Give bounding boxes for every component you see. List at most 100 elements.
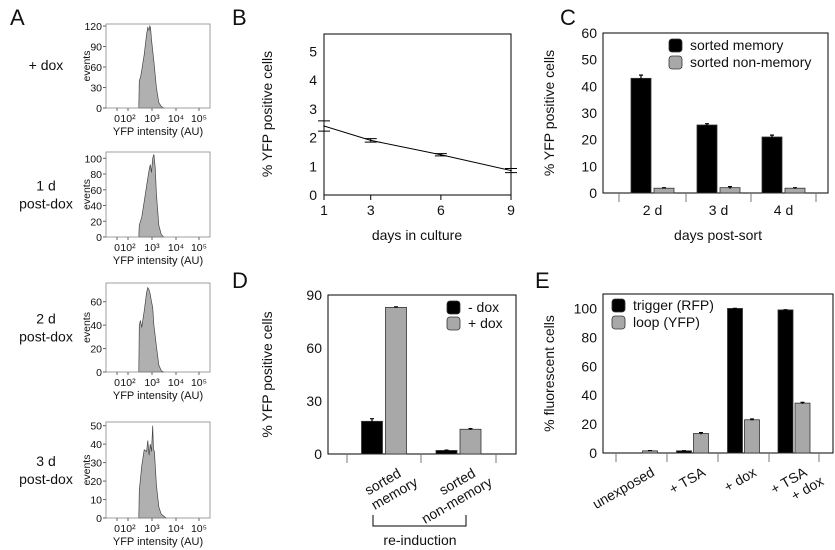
plot-frame xyxy=(323,33,512,196)
category-label-line: + dox xyxy=(721,464,759,495)
error-bar xyxy=(705,123,709,127)
y-tick-label: 60 xyxy=(90,62,102,74)
x-tick-label: 0 xyxy=(114,242,120,254)
x-tick-label: 10⁴ xyxy=(168,523,184,535)
y-tick-label: 30 xyxy=(90,458,102,470)
condition-label: post-dox xyxy=(19,196,73,212)
bar-trigger-rfp- xyxy=(727,308,743,454)
y-tick-label: 5 xyxy=(309,43,317,59)
y-axis-label: events xyxy=(81,51,93,82)
x-axis-label: YFP intensity (AU) xyxy=(113,536,203,548)
y-tick-label: 30 xyxy=(90,83,102,95)
bar-sorted-memory xyxy=(630,77,652,194)
legend-swatch xyxy=(446,300,461,315)
y-tick-label: 3 xyxy=(309,101,317,117)
y-tick-label: 0 xyxy=(96,513,102,525)
x-tick-label: 6 xyxy=(437,202,445,218)
x-tick-label: 10³ xyxy=(144,377,160,389)
y-tick-label: 0 xyxy=(589,185,597,201)
histogram-area xyxy=(138,425,168,519)
reinduction-bracket xyxy=(372,515,467,527)
error-bar xyxy=(800,401,805,404)
x-axis-label: days post-sort xyxy=(674,227,762,243)
category-label: 4 d xyxy=(774,202,793,218)
error-bar xyxy=(468,427,473,430)
x-tick-label: 10² xyxy=(120,377,136,389)
y-tick-label: 10 xyxy=(90,495,102,507)
bar-loop-yfp- xyxy=(744,419,760,454)
bar-sorted-non-memory xyxy=(653,187,675,194)
category-label: 2 d xyxy=(643,202,662,218)
x-tick-label: 10⁵ xyxy=(191,377,207,389)
y-tick-label: 60 xyxy=(306,340,322,356)
legend-label: + dox xyxy=(468,315,503,331)
x-tick-label: 0 xyxy=(114,377,120,389)
condition-label: post-dox xyxy=(19,471,73,487)
y-tick-label: 60 xyxy=(90,185,102,197)
data-point xyxy=(510,169,512,172)
y-tick-label: 90 xyxy=(90,42,102,54)
bar--dox xyxy=(459,428,482,455)
bar--dox xyxy=(385,306,407,455)
condition-label: + dox xyxy=(29,57,64,73)
bar-loop-yfp- xyxy=(693,433,709,454)
error-bar xyxy=(370,418,374,424)
category-label-line: unexposed xyxy=(590,464,657,512)
x-tick-label: 0 xyxy=(114,523,120,535)
legend-label: sorted memory xyxy=(690,37,783,53)
x-axis-label: YFP intensity (AU) xyxy=(113,255,203,267)
condition-label: 2 d xyxy=(36,311,55,327)
y-tick-label: 20 xyxy=(581,132,597,148)
x-axis-label: YFP intensity (AU) xyxy=(113,126,203,138)
error-bar xyxy=(394,306,398,308)
bar-loop-yfp- xyxy=(642,450,658,454)
legend-label: trigger (RFP) xyxy=(633,297,714,313)
histogram-area xyxy=(138,154,165,238)
y-tick-label: 40 xyxy=(90,320,102,332)
condition-label: 3 d xyxy=(36,453,55,469)
histogram-area xyxy=(138,286,164,373)
x-tick-label: 9 xyxy=(507,202,515,218)
y-tick-label: 30 xyxy=(581,105,597,121)
y-tick-label: 20 xyxy=(581,416,597,432)
y-tick-label: 40 xyxy=(90,439,102,451)
error-bar xyxy=(639,74,643,82)
y-tick-label: 50 xyxy=(90,421,102,433)
y-tick-label: 120 xyxy=(84,21,102,33)
panel-label-B: B xyxy=(232,5,247,30)
panel-label-E: E xyxy=(535,268,550,293)
error-bar xyxy=(728,186,732,189)
y-axis-label: % YFP positive cells xyxy=(259,51,275,177)
y-tick-label: 100 xyxy=(574,300,598,316)
x-tick-label: 10² xyxy=(120,523,136,535)
y-tick-label: 20 xyxy=(90,476,102,488)
panel-c-chart: 0 10 20 30 40 50 60 2 d 3 d 4 d sorted memorysorte… xyxy=(541,25,829,243)
x-tick-label: 10³ xyxy=(144,242,160,254)
x-axis-label: YFP intensity (AU) xyxy=(113,390,203,402)
y-tick-label: 30 xyxy=(306,393,322,409)
x-tick-label: 3 xyxy=(367,202,375,218)
category-label: + dox xyxy=(721,464,759,495)
y-axis-label: % YFP positive cells xyxy=(541,50,557,176)
x-tick-label: 1 xyxy=(320,202,328,218)
condition-label: 1 d xyxy=(36,178,55,194)
legend-swatch xyxy=(446,316,461,331)
error-bar xyxy=(750,418,754,421)
y-tick-label: 60 xyxy=(581,358,597,374)
plot-frame xyxy=(327,294,517,455)
y-tick-label: 60 xyxy=(90,297,102,309)
x-tick-label: 10⁴ xyxy=(168,377,184,389)
panel-label-D: D xyxy=(232,268,248,293)
y-tick-label: 90 xyxy=(306,287,322,303)
legend-swatch xyxy=(611,315,626,330)
y-tick-label: 40 xyxy=(581,78,597,94)
y-axis-label: events xyxy=(81,179,93,210)
y-tick-label: 0 xyxy=(589,445,597,461)
legend-swatch xyxy=(611,298,626,313)
data-point xyxy=(369,139,372,142)
legend-label: - dox xyxy=(468,299,499,315)
histogram-area xyxy=(138,24,166,109)
